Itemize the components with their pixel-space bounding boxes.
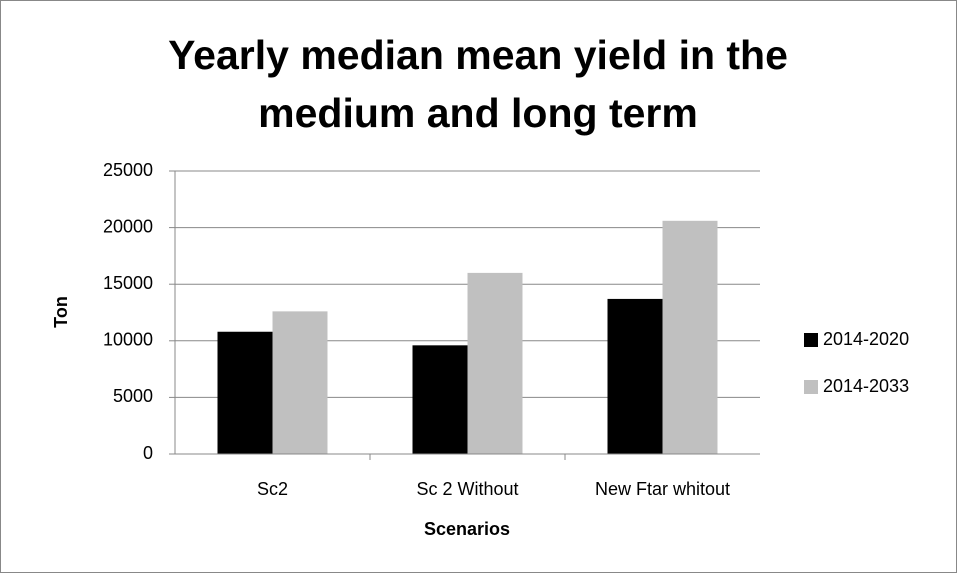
- x-tick-label: New Ftar whitout: [595, 479, 730, 499]
- legend-label: 2014-2033: [823, 376, 909, 396]
- y-tick-label: 10000: [103, 330, 153, 350]
- bar: [272, 311, 328, 454]
- legend-swatch: [804, 333, 818, 347]
- bar: [467, 272, 523, 454]
- x-tick-label: Sc 2 Without: [416, 479, 518, 499]
- y-tick-label: 20000: [103, 216, 153, 236]
- y-axis-label: Ton: [51, 296, 71, 328]
- bar: [217, 331, 273, 454]
- chart-title: Yearly median mean yield in the medium a…: [168, 32, 788, 136]
- x-axis-label: Scenarios: [424, 519, 510, 539]
- bar: [412, 345, 468, 454]
- bar: [607, 298, 663, 454]
- legend-label: 2014-2020: [823, 329, 909, 349]
- y-tick-label: 25000: [103, 160, 153, 180]
- y-tick-label: 0: [143, 443, 153, 463]
- bar: [662, 220, 718, 454]
- y-tick-label: 15000: [103, 273, 153, 293]
- y-tick-label: 5000: [113, 386, 153, 406]
- x-tick-label: Sc2: [257, 479, 288, 499]
- legend-swatch: [804, 380, 818, 394]
